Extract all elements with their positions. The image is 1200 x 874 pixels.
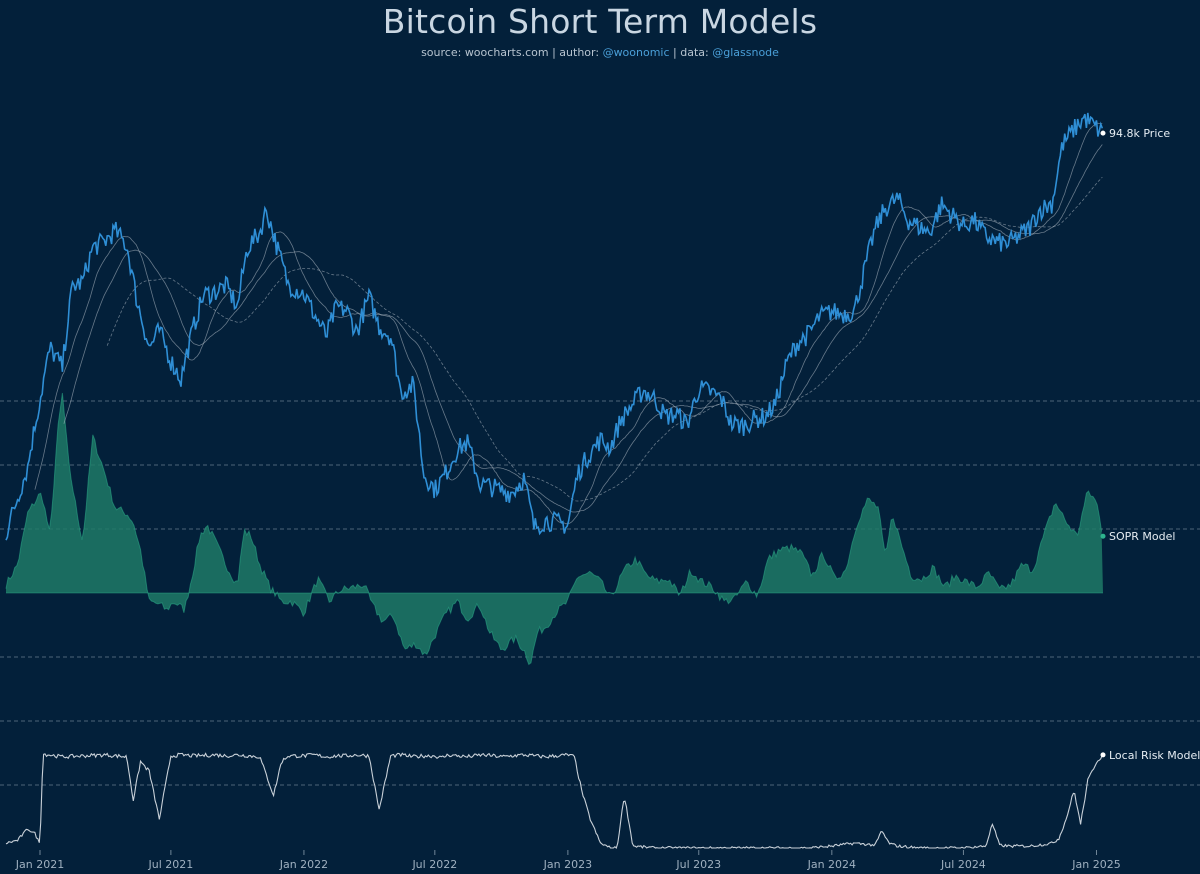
x-tick-label-7: Jul 2024 [940,858,986,871]
price-moving-average-2 [63,144,1103,513]
source-value[interactable]: woocharts.com [464,46,549,59]
price-series-label: 94.8k Price [1109,127,1170,140]
price-series: 94.8k Price [5,112,1170,541]
chart-subtitle: source: woocharts.com | author: @woonomi… [0,46,1200,59]
price-line [5,112,1104,541]
risk-series: Local Risk Model [5,749,1200,850]
x-tick-label-6: Jan 2024 [807,858,856,871]
x-tick-label-4: Jan 2023 [543,858,592,871]
risk-series-label: Local Risk Model [1109,749,1200,762]
sopr-series: SOPR Model [5,392,1175,666]
risk-line [5,752,1103,850]
sopr-series-label: SOPR Model [1109,530,1175,543]
x-tick-label-0: Jan 2021 [15,858,64,871]
data-label: | data: [673,46,709,59]
x-tick-label-8: Jan 2025 [1071,858,1120,871]
sopr-area [6,393,1103,665]
chart-title: Bitcoin Short Term Models [382,2,818,41]
x-tick-label-5: Jul 2023 [675,858,721,871]
author-label: | author: [552,46,600,59]
x-axis: Jan 2021 Jul 2021 Jan 2022 Jul 2022 Jan 2023… [15,850,1121,871]
x-tick-label-3: Jul 2022 [411,858,457,871]
price-moving-average-3 [106,176,1103,502]
author-link[interactable]: @woonomic [602,46,670,59]
source-label: source: [421,46,462,59]
x-tick-label-1: Jul 2021 [147,858,193,871]
risk-end-marker [1100,752,1106,758]
sopr-end-marker [1100,533,1106,539]
x-tick-label-2: Jan 2022 [279,858,328,871]
price-end-marker [1100,130,1106,136]
sopr-line [5,392,1103,666]
data-source-link[interactable]: @glassnode [712,46,779,59]
